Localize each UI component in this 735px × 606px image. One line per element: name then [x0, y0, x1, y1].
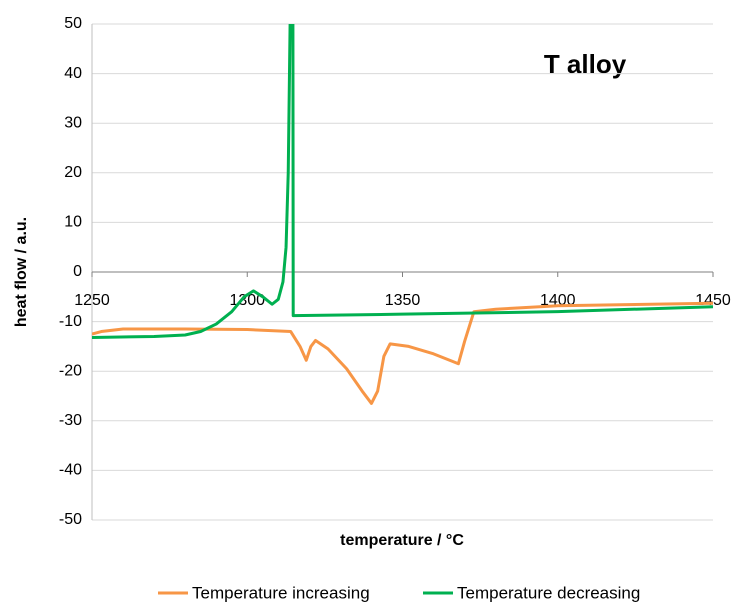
y-tick-label: 0	[73, 263, 82, 280]
chart-title: T alloy	[544, 49, 627, 79]
series-line	[92, 301, 713, 405]
legend-label: Temperature increasing	[192, 583, 370, 602]
x-tick-label: 1350	[385, 292, 421, 309]
y-tick-label: -40	[59, 462, 82, 479]
y-tick-label: 20	[64, 164, 82, 181]
series-line	[92, 24, 713, 339]
y-axis-label: heat flow / a.u.	[13, 217, 30, 327]
y-tick-label: 10	[64, 214, 82, 231]
y-tick-label: -20	[59, 362, 82, 379]
y-tick-label: -30	[59, 412, 82, 429]
x-axis-label: temperature / °C	[340, 532, 464, 549]
x-tick-label: 1450	[695, 292, 731, 309]
legend-label: Temperature decreasing	[457, 583, 640, 602]
y-tick-label: 40	[64, 65, 82, 82]
x-tick-label: 1250	[74, 292, 110, 309]
y-tick-label: -50	[59, 511, 82, 528]
y-tick-label: 30	[64, 114, 82, 131]
y-tick-label: -10	[59, 313, 82, 330]
y-tick-label: 50	[64, 15, 82, 32]
